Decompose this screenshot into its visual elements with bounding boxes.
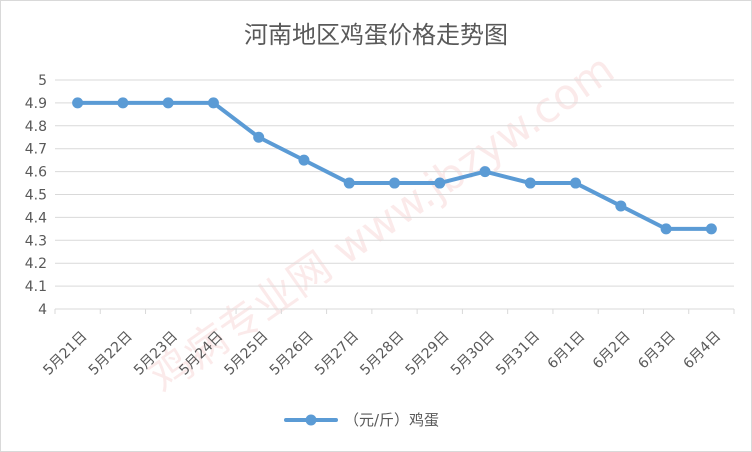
data-point: [660, 223, 672, 235]
x-axis-ticks: 5月21日5月22日5月23日5月24日5月25日5月26日5月27日5月28日…: [40, 309, 735, 379]
data-point: [389, 177, 400, 189]
data-point: [298, 154, 310, 166]
x-tick-label: 5月22日: [86, 329, 136, 379]
y-tick-label: 4.9: [25, 96, 47, 112]
x-tick-label: 5月27日: [312, 329, 362, 379]
x-tick-label: 5月31日: [493, 329, 543, 379]
data-point: [705, 223, 717, 235]
legend-label: （元/斤）鸡蛋: [344, 411, 439, 429]
data-point: [615, 200, 627, 212]
data-point: [162, 97, 174, 109]
y-tick-label: 4: [38, 302, 47, 318]
data-points: [72, 97, 717, 235]
x-tick-label: 5月29日: [403, 329, 453, 379]
y-tick-label: 4.7: [25, 142, 47, 158]
data-point: [479, 166, 491, 178]
x-tick-label: 6月1日: [545, 329, 589, 373]
legend: （元/斤）鸡蛋: [284, 411, 439, 429]
legend-marker: [305, 414, 317, 426]
y-axis-ticks: 4 4.1 4.2 4.3 4.4 4.5 4.6 4.7 4.8 4.9 5: [25, 73, 47, 318]
y-tick-label: 4.8: [25, 119, 47, 135]
x-tick-label: 6月2日: [590, 329, 634, 373]
data-point: [570, 177, 582, 189]
y-tick-label: 4.2: [25, 256, 47, 272]
x-tick-label: 5月28日: [357, 329, 407, 379]
x-tick-label: 6月4日: [680, 329, 724, 373]
x-tick-label: 6月3日: [635, 329, 679, 373]
x-tick-label: 5月30日: [448, 329, 498, 379]
grid-lines: [55, 79, 734, 310]
y-tick-label: 4.4: [25, 210, 47, 226]
data-point: [72, 97, 84, 109]
y-tick-label: 4.6: [25, 165, 47, 181]
x-tick-label: 5月21日: [40, 329, 90, 379]
data-point: [117, 97, 129, 109]
y-tick-label: 4.5: [25, 188, 47, 204]
data-point: [434, 177, 446, 189]
chart-title: 河南地区鸡蛋价格走势图: [244, 21, 508, 49]
x-tick-label: 5月26日: [267, 329, 317, 379]
y-tick-label: 4.3: [25, 233, 47, 249]
data-point: [207, 97, 219, 109]
data-point: [253, 131, 265, 143]
y-tick-label: 5: [38, 73, 47, 89]
data-point: [524, 177, 536, 189]
y-tick-label: 4.1: [25, 279, 47, 295]
data-point: [343, 177, 355, 189]
